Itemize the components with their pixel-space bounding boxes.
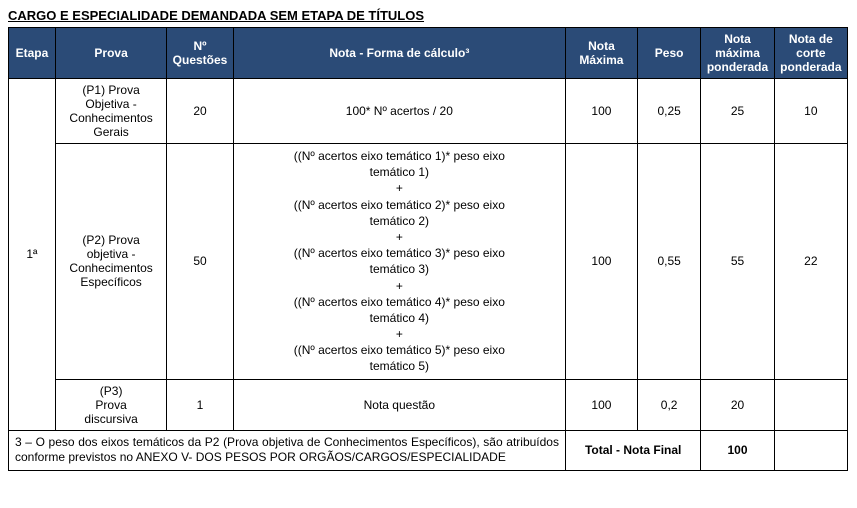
cell-calc-p2: ((Nº acertos eixo temático 1)* peso eixo… [233, 144, 565, 380]
calc-p2-l7: ((Nº acertos eixo temático 3)* peso eixo [238, 245, 561, 261]
prova-p3-l3: discursiva [60, 412, 162, 426]
prova-p1-l3: Conhecimentos [60, 111, 162, 125]
grading-table: Etapa Prova Nº Questões Nota - Forma de … [8, 27, 848, 471]
prova-p1-l1: (P1) Prova [60, 83, 162, 97]
th-prova: Prova [55, 28, 166, 79]
table-row: (P3) Prova discursiva 1 Nota questão 100… [9, 379, 848, 430]
prova-p2-l1: (P2) Prova [60, 233, 162, 247]
cell-quest-p1: 20 [167, 79, 233, 144]
prova-p3-l2: Prova [60, 398, 162, 412]
cell-prova-p1: (P1) Prova Objetiva - Conhecimentos Gera… [55, 79, 166, 144]
cell-pond-p1: 25 [701, 79, 774, 144]
calc-p2-l8: temático 3) [238, 261, 561, 277]
table-row: 1ª (P1) Prova Objetiva - Conhecimentos G… [9, 79, 848, 144]
calc-p2-l9: + [238, 278, 561, 294]
prova-p1-l4: Gerais [60, 125, 162, 139]
total-label: Total - Nota Final [565, 430, 700, 470]
cell-peso-p1: 0,25 [637, 79, 701, 144]
prova-p2-l4: Específicos [60, 275, 162, 289]
cell-notamax-p2: 100 [565, 144, 637, 380]
cell-notamax-p1: 100 [565, 79, 637, 144]
cell-prova-p3: (P3) Prova discursiva [55, 379, 166, 430]
cell-corte-p1: 10 [774, 79, 847, 144]
calc-p2-l13: ((Nº acertos eixo temático 5)* peso eixo [238, 342, 561, 358]
calc-p2-l3: + [238, 180, 561, 196]
th-questoes: Nº Questões [167, 28, 233, 79]
th-corte: Nota de corte ponderada [774, 28, 847, 79]
calc-p2-l12: + [238, 326, 561, 342]
calc-p2-l4: ((Nº acertos eixo temático 2)* peso eixo [238, 197, 561, 213]
th-notamax: Nota Máxima [565, 28, 637, 79]
cell-pond-p3: 20 [701, 379, 774, 430]
cell-quest-p3: 1 [167, 379, 233, 430]
th-calculo: Nota - Forma de cálculo³ [233, 28, 565, 79]
prova-p1-l2: Objetiva - [60, 97, 162, 111]
table-row: (P2) Prova objetiva - Conhecimentos Espe… [9, 144, 848, 380]
prova-p3-l1: (P3) [60, 384, 162, 398]
page-title: CARGO E ESPECIALIDADE DEMANDADA SEM ETAP… [8, 8, 849, 23]
cell-corte-p2: 22 [774, 144, 847, 380]
cell-pond-p2: 55 [701, 144, 774, 380]
calc-p2-l11: temático 4) [238, 310, 561, 326]
th-peso: Peso [637, 28, 701, 79]
cell-etapa: 1ª [9, 79, 56, 431]
cell-corte-p3 [774, 379, 847, 430]
calc-p2-l2: temático 1) [238, 164, 561, 180]
footnote: 3 – O peso dos eixos temáticos da P2 (Pr… [9, 430, 566, 470]
footer-row: 3 – O peso dos eixos temáticos da P2 (Pr… [9, 430, 848, 470]
cell-peso-p3: 0,2 [637, 379, 701, 430]
cell-notamax-p3: 100 [565, 379, 637, 430]
calc-p2-l6: + [238, 229, 561, 245]
cell-quest-p2: 50 [167, 144, 233, 380]
calc-p2-l5: temático 2) [238, 213, 561, 229]
header-row: Etapa Prova Nº Questões Nota - Forma de … [9, 28, 848, 79]
th-etapa: Etapa [9, 28, 56, 79]
calc-p2-l1: ((Nº acertos eixo temático 1)* peso eixo [238, 148, 561, 164]
prova-p2-l3: Conhecimentos [60, 261, 162, 275]
th-ponderada: Nota máxima ponderada [701, 28, 774, 79]
cell-prova-p2: (P2) Prova objetiva - Conhecimentos Espe… [55, 144, 166, 380]
calc-p2-l10: ((Nº acertos eixo temático 4)* peso eixo [238, 294, 561, 310]
cell-calc-p3: Nota questão [233, 379, 565, 430]
total-ponderada: 100 [701, 430, 774, 470]
prova-p2-l2: objetiva - [60, 247, 162, 261]
cell-peso-p2: 0,55 [637, 144, 701, 380]
total-corte [774, 430, 847, 470]
cell-calc-p1: 100* Nº acertos / 20 [233, 79, 565, 144]
calc-p2-l14: temático 5) [238, 358, 561, 374]
